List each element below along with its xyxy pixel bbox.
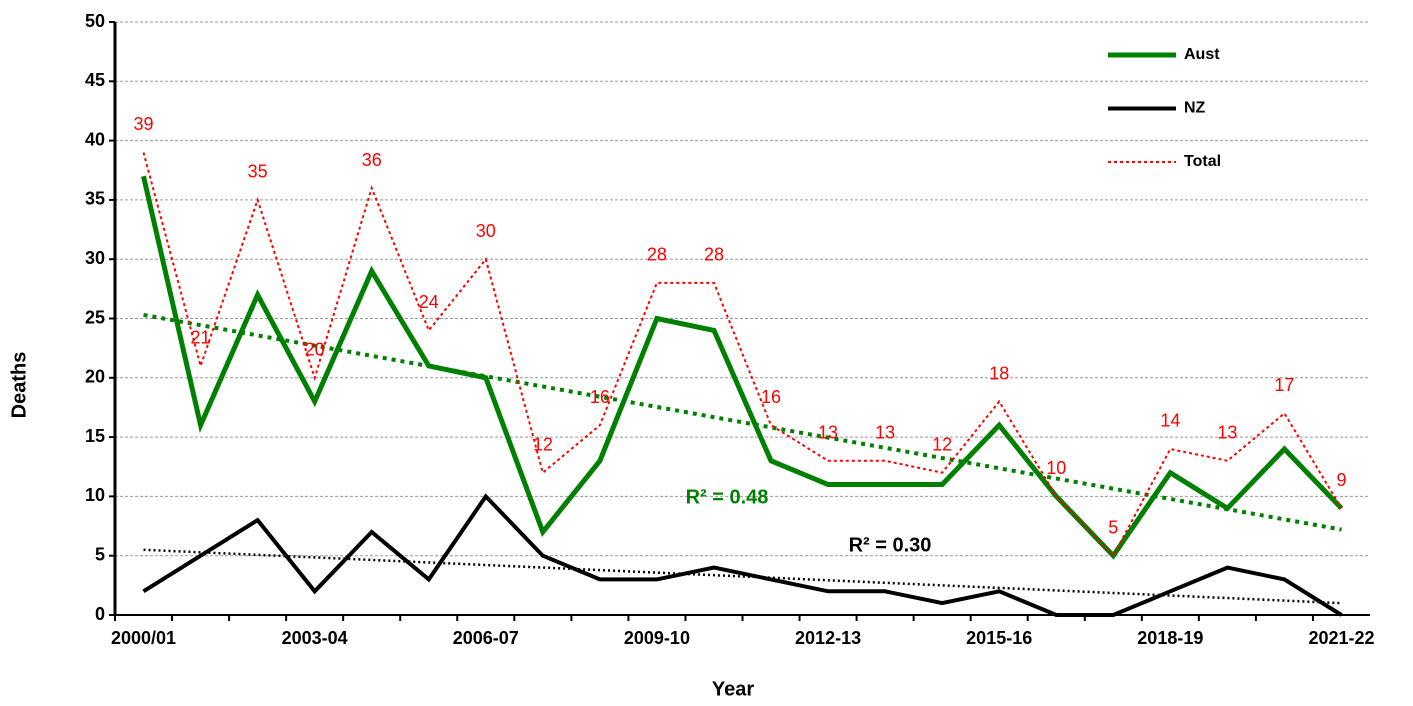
value-label: 36 [362, 150, 382, 170]
value-label: 30 [476, 221, 496, 241]
value-label: 5 [1108, 517, 1118, 537]
y-tick-label: 30 [85, 248, 105, 268]
value-label: 20 [305, 340, 325, 360]
x-tick-label: 2006-07 [453, 628, 519, 648]
value-label: 12 [932, 434, 952, 454]
series-line [142, 493, 1343, 617]
value-label: 10 [1046, 458, 1066, 478]
y-tick-label: 40 [85, 129, 105, 149]
y-tick-label: 15 [85, 426, 105, 446]
y-tick-label: 5 [95, 544, 105, 564]
value-label: 17 [1274, 375, 1294, 395]
value-label: 21 [191, 328, 211, 348]
value-label: 13 [875, 423, 895, 443]
y-tick-label: 20 [85, 367, 105, 387]
r-squared-label: R² = 0.48 [686, 486, 769, 508]
series-line [142, 152, 1343, 558]
value-label: 16 [761, 387, 781, 407]
value-label: 35 [248, 162, 268, 182]
x-tick-label: 2021-22 [1308, 628, 1374, 648]
y-tick-label: 0 [95, 604, 105, 624]
value-label: 28 [704, 245, 724, 265]
y-axis-title: Deaths [8, 352, 30, 419]
value-label: 24 [419, 292, 439, 312]
value-label: 16 [590, 387, 610, 407]
y-tick-label: 25 [85, 307, 105, 327]
x-tick-label: 2018-19 [1137, 628, 1203, 648]
y-tick-label: 50 [85, 11, 105, 31]
x-tick-label: 2012-13 [795, 628, 861, 648]
value-label: 39 [134, 114, 154, 134]
value-label: 13 [818, 423, 838, 443]
r-squared-label: R² = 0.30 [849, 534, 932, 556]
legend-label: NZ [1184, 100, 1206, 117]
x-tick-label: 2009-10 [624, 628, 690, 648]
y-tick-label: 10 [85, 485, 105, 505]
value-label: 18 [989, 363, 1009, 383]
legend-label: Aust [1184, 46, 1220, 63]
value-label: 13 [1217, 423, 1237, 443]
x-tick-label: 2003-04 [282, 628, 348, 648]
value-label: 9 [1336, 470, 1346, 490]
x-tick-label: 2015-16 [966, 628, 1032, 648]
series-line [141, 175, 1344, 560]
value-label: 28 [647, 245, 667, 265]
value-label: 14 [1160, 411, 1180, 431]
x-tick-label: 2000/01 [111, 628, 176, 648]
x-axis-title: Year [712, 678, 754, 700]
value-label: 12 [533, 434, 553, 454]
y-tick-label: 45 [85, 70, 105, 90]
legend-label: Total [1184, 153, 1221, 170]
y-tick-label: 35 [85, 189, 105, 209]
